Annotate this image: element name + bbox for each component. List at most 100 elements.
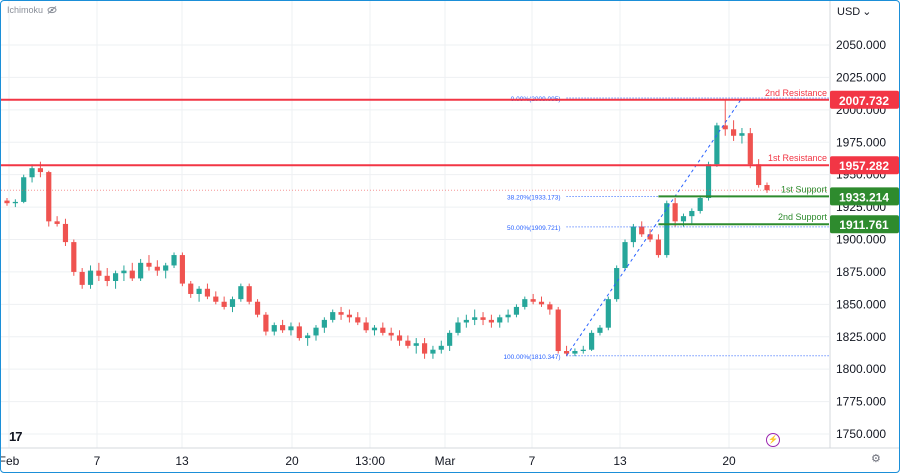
price-tag	[830, 215, 899, 234]
candle-body	[263, 314, 269, 332]
candle-body	[597, 327, 603, 333]
candle-body	[229, 299, 236, 307]
candle-body	[288, 326, 294, 331]
candle-body	[430, 349, 436, 354]
candle-body	[21, 177, 27, 202]
candle-body	[305, 335, 311, 339]
chevron-down-icon: ⌄	[862, 6, 872, 18]
candle-body	[112, 273, 119, 281]
x-tick-label: 7	[94, 454, 101, 468]
candle-body	[421, 343, 428, 354]
candle-body	[54, 221, 60, 224]
candle-body	[121, 270, 127, 274]
candle-body	[271, 325, 277, 332]
candle-body	[221, 301, 227, 307]
level-name: 2nd Support	[778, 212, 828, 222]
currency-selector[interactable]: USD ⌄	[837, 5, 872, 19]
candle-body	[179, 255, 185, 284]
candle-body	[296, 326, 302, 339]
candle-body	[480, 317, 486, 320]
x-tick-label: 13	[613, 454, 627, 468]
x-tick-label: 7	[529, 454, 536, 468]
candle-body	[714, 125, 720, 165]
x-tick-label: Feb	[1, 454, 20, 468]
candle-body	[747, 133, 753, 165]
y-tick-label: 2050.000	[836, 38, 886, 52]
candle-body	[589, 332, 595, 350]
level-name: 2nd Resistance	[765, 88, 827, 98]
fib-level-label: 100.00%(1810.347)	[503, 354, 560, 361]
candle-body	[555, 309, 561, 352]
candle-body	[138, 262, 144, 279]
x-tick-label: 13:00	[355, 454, 385, 468]
candle-body	[447, 332, 453, 346]
candle-body	[513, 306, 520, 315]
candle-body	[622, 242, 628, 269]
fibonacci-trendline	[566, 97, 743, 357]
candle-body	[129, 270, 135, 279]
candle-body	[4, 200, 10, 204]
candle-body	[572, 351, 578, 354]
y-tick-label: 1800.000	[836, 362, 886, 376]
candle-body	[204, 288, 211, 297]
gear-icon[interactable]: ⚙	[871, 453, 881, 465]
x-tick-label: Mar	[435, 454, 456, 468]
candle-body	[689, 210, 695, 217]
candle-body	[438, 345, 444, 350]
level-name: 1st Resistance	[768, 153, 827, 163]
candle-body	[455, 322, 461, 333]
candle-body	[488, 319, 494, 323]
fib-level-label: 38.20%(1933.173)	[507, 194, 561, 201]
candle-body	[764, 185, 770, 191]
candle-body	[254, 301, 261, 315]
level-name: 1st Support	[781, 184, 828, 194]
candle-body	[538, 301, 545, 305]
candle-body	[705, 164, 712, 199]
candle-body	[363, 322, 369, 331]
candle-body	[605, 299, 611, 328]
candle-body	[756, 164, 762, 186]
candle-body	[87, 270, 94, 285]
candle-body	[154, 266, 160, 271]
candle-body	[655, 239, 662, 256]
y-tick-label: 1975.000	[836, 135, 886, 149]
candle-body	[472, 317, 478, 320]
candle-body	[280, 325, 286, 331]
candle-body	[71, 242, 77, 272]
currency-label: USD	[837, 5, 861, 18]
eye-off-icon[interactable]	[47, 6, 57, 14]
x-tick-label: 20	[722, 454, 736, 468]
candle-body	[79, 271, 85, 285]
candle-body	[522, 299, 528, 307]
candle-body	[580, 349, 586, 352]
candle-body	[238, 286, 244, 300]
y-tick-label: 1875.000	[836, 265, 886, 279]
candle-body	[355, 317, 361, 323]
y-tick-label: 1900.000	[836, 233, 886, 247]
candle-body	[29, 168, 35, 178]
flash-icon[interactable]: ⚡	[766, 433, 780, 447]
indicator-legend[interactable]: Ichimoku	[7, 5, 57, 15]
candle-body	[563, 351, 570, 354]
candle-body	[639, 226, 645, 235]
candle-body	[330, 312, 336, 320]
candle-body	[246, 286, 252, 302]
candle-body	[731, 129, 737, 136]
candle-body	[680, 216, 687, 222]
candle-body	[463, 319, 469, 323]
y-tick-label: 1750.000	[836, 427, 886, 441]
candle-body	[697, 198, 703, 211]
candle-body	[505, 314, 511, 318]
candle-body	[12, 201, 18, 204]
candle-body	[396, 335, 403, 341]
fib-level-label: 50.00%(1909.721)	[507, 225, 561, 232]
x-tick-label: 20	[285, 454, 299, 468]
candle-body	[46, 172, 52, 222]
candle-body	[213, 296, 219, 302]
indicator-name: Ichimoku	[7, 5, 44, 15]
x-tick-label: 13	[175, 454, 189, 468]
candle-body	[37, 168, 43, 173]
y-tick-label: 1850.000	[836, 297, 886, 311]
